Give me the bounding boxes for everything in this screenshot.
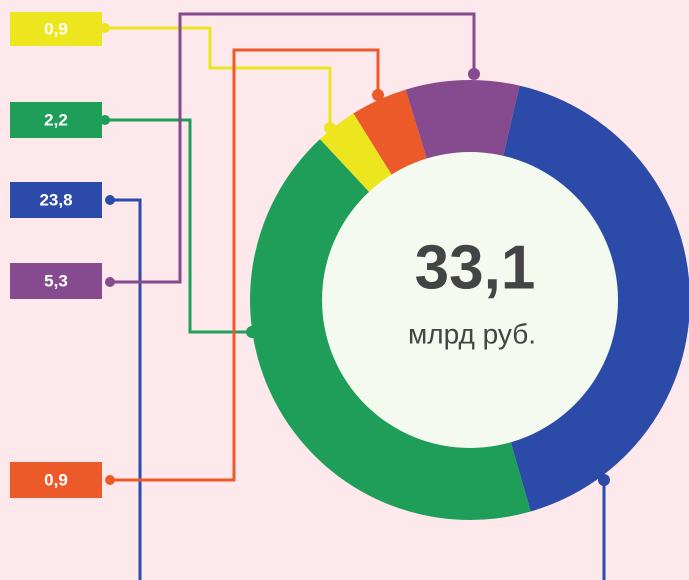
- dot: [105, 195, 115, 205]
- total: 33,1: [415, 233, 536, 302]
- donut-hole: [322, 152, 618, 448]
- sector-purple: [405, 79, 520, 161]
- connector-yellow: [105, 26, 332, 128]
- label-box: [10, 462, 102, 498]
- donut: [250, 79, 689, 521]
- connector-orange: [110, 48, 380, 482]
- dot: [246, 326, 258, 338]
- dot: [468, 68, 480, 80]
- dot: [100, 23, 110, 33]
- label: 2,2: [44, 110, 68, 129]
- label: 5,3: [44, 271, 68, 290]
- sector-blue: [502, 85, 689, 512]
- sector-orange: [353, 89, 428, 177]
- label-box: [10, 12, 102, 46]
- sector-green: [250, 139, 531, 521]
- label: 0,9: [44, 19, 68, 38]
- connector-purple: [110, 12, 476, 284]
- unit: млрд руб.: [408, 318, 536, 349]
- dot: [100, 115, 110, 125]
- label-box: [10, 263, 102, 299]
- label-box: [10, 102, 102, 138]
- dot: [598, 474, 610, 486]
- dot: [372, 89, 384, 101]
- dot: [105, 475, 115, 485]
- connector-blue: [110, 198, 142, 580]
- dot: [105, 277, 115, 287]
- label: 0,9: [44, 470, 68, 489]
- dots: [100, 23, 610, 486]
- sector-yellow: [319, 113, 393, 194]
- connector-green: [105, 118, 252, 334]
- label: 23,8: [39, 190, 72, 209]
- label-box: [10, 182, 102, 218]
- dot: [324, 122, 336, 134]
